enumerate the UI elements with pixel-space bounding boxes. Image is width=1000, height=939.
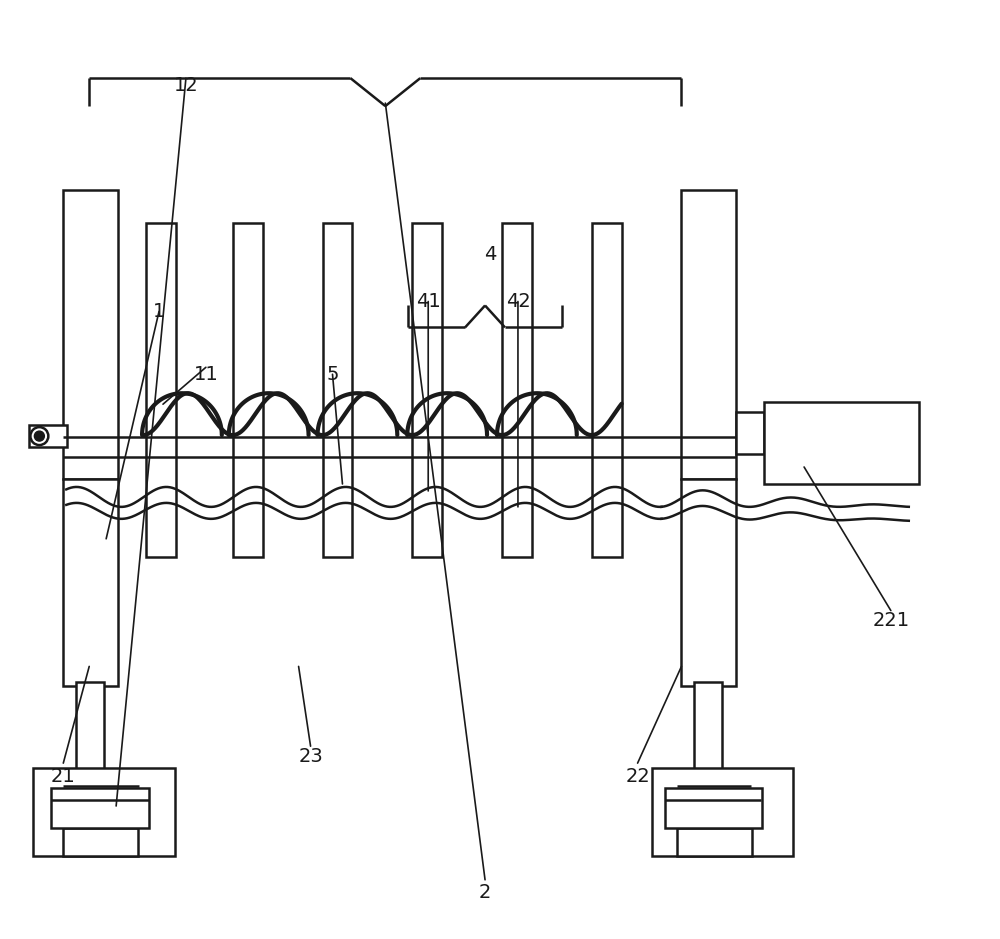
Text: 21: 21 (51, 766, 76, 786)
Bar (146, 223, 176, 557)
Bar (33, 768, 175, 855)
Text: 2: 2 (479, 884, 491, 902)
Text: 22: 22 (625, 766, 650, 786)
Bar (412, 223, 442, 557)
Bar (323, 223, 352, 557)
Text: 221: 221 (872, 611, 909, 630)
Bar (63, 190, 118, 479)
Bar (665, 788, 762, 828)
Bar (681, 190, 736, 479)
Text: 5: 5 (326, 364, 339, 384)
Bar (592, 223, 622, 557)
Bar (29, 425, 67, 447)
Bar (681, 479, 736, 686)
Bar (502, 223, 532, 557)
Bar (764, 402, 919, 484)
Circle shape (34, 431, 44, 441)
Text: 1: 1 (153, 302, 165, 321)
Bar (76, 683, 104, 770)
Bar (51, 788, 149, 828)
Text: 11: 11 (193, 364, 218, 384)
Text: 4: 4 (484, 245, 496, 264)
Bar (63, 479, 118, 686)
Text: 23: 23 (298, 747, 323, 765)
Bar (694, 683, 722, 770)
Bar (677, 828, 752, 855)
Text: 42: 42 (506, 292, 530, 311)
Bar (736, 412, 764, 454)
Text: 12: 12 (174, 76, 198, 95)
Bar (652, 768, 793, 855)
Bar (63, 828, 138, 855)
Bar (233, 223, 263, 557)
Text: 41: 41 (416, 292, 441, 311)
